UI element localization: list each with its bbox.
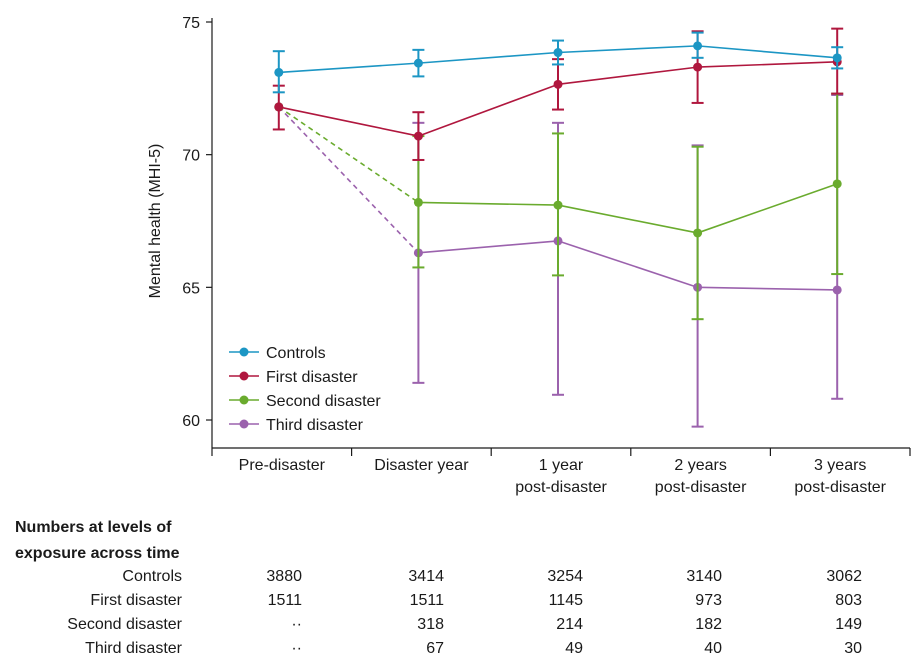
table-cell: 49 — [565, 640, 583, 657]
table-header: Numbers at levels of exposure across tim… — [15, 515, 205, 567]
data-point — [413, 58, 423, 68]
series-line-segment — [697, 45, 838, 59]
mental-health-chart: 60 65 70 75 Pre-disaster Disaster year 1 year p… — [147, 15, 911, 496]
table-cell: 3414 — [408, 568, 444, 585]
legend-swatch-marker — [239, 419, 249, 429]
table-row-label: Second disaster — [67, 616, 182, 633]
legend-item-controls: Controls — [229, 345, 326, 362]
data-point — [553, 200, 563, 210]
legend-swatch-marker — [239, 347, 249, 357]
x-tick-label: 2 years — [674, 457, 726, 474]
data-point — [413, 131, 423, 141]
series-second-disaster — [274, 92, 844, 321]
y-tick-label: 60 — [182, 413, 200, 430]
table-cell: 318 — [417, 616, 444, 633]
table-cell: 40 — [704, 640, 722, 657]
table-cell: ·· — [291, 640, 302, 657]
series-line-segment — [278, 62, 419, 74]
data-point — [832, 179, 842, 189]
x-tick-label: Pre-disaster — [239, 457, 326, 474]
legend-label: Controls — [266, 345, 326, 362]
data-point — [413, 197, 423, 207]
table-cell: 214 — [556, 616, 583, 633]
table-row-label: Third disaster — [85, 640, 182, 657]
series-line-segment — [418, 51, 559, 64]
table-cell: 30 — [844, 640, 862, 657]
legend-item-first-disaster: First disaster — [229, 369, 358, 386]
series-line-segment — [557, 204, 698, 234]
data-point — [274, 102, 284, 112]
series-line-segment — [418, 240, 559, 254]
data-point — [553, 48, 563, 58]
x-tick-label: post-disaster — [515, 479, 607, 496]
legend-label: First disaster — [266, 369, 358, 386]
data-point — [693, 228, 703, 238]
series-line-segment — [697, 183, 838, 234]
data-point — [832, 285, 842, 295]
x-tick-label: 3 years — [814, 457, 866, 474]
x-tick-label: post-disaster — [655, 479, 747, 496]
table-cell: 3880 — [266, 568, 302, 585]
series-line-segment — [557, 66, 698, 86]
table-header-line-2: exposure across time — [15, 545, 180, 562]
axes: 60 65 70 75 Pre-disaster Disaster year 1 year p… — [147, 15, 911, 496]
y-axis-title: Mental health (MHI-5) — [147, 144, 164, 299]
x-tick-label: Disaster year — [374, 457, 469, 474]
data-point — [832, 53, 842, 63]
series-controls — [272, 31, 844, 94]
series-line-segment — [557, 240, 698, 289]
legend-item-third-disaster: Third disaster — [229, 417, 364, 434]
series-line-segment — [278, 106, 419, 204]
y-tick-label: 65 — [182, 280, 200, 297]
series-line-segment — [278, 106, 419, 137]
table-cell: 149 — [835, 616, 862, 633]
table-cell: 973 — [695, 592, 722, 609]
table-cell: 67 — [426, 640, 444, 657]
data-point — [693, 41, 703, 51]
data-point — [693, 62, 703, 72]
table-header-line-1: Numbers at levels of — [15, 519, 172, 536]
legend-swatch-marker — [239, 371, 249, 381]
legend-label: Second disaster — [266, 393, 381, 410]
y-tick-label: 70 — [182, 148, 200, 165]
plot-area — [272, 27, 844, 428]
table-cell: 3254 — [547, 568, 583, 585]
table-cell: 3062 — [826, 568, 862, 585]
series-line-segment — [557, 45, 698, 54]
table-cell: 182 — [695, 616, 722, 633]
series-line-segment — [278, 106, 419, 254]
table-row-label: First disaster — [90, 592, 182, 609]
y-tick-label: 75 — [182, 15, 200, 32]
series-line-segment — [418, 201, 559, 206]
table-cell: 3140 — [686, 568, 722, 585]
legend-item-second-disaster: Second disaster — [229, 393, 381, 410]
series-line-segment — [697, 61, 838, 68]
legend: Controls First disaster Second disaster Thi… — [229, 345, 381, 434]
legend-label: Third disaster — [266, 417, 364, 434]
table-row-label: Controls — [122, 568, 182, 585]
table-cell: 1511 — [409, 592, 444, 609]
table-cell: 803 — [835, 592, 862, 609]
series-line-segment — [418, 83, 559, 137]
x-tick-label: 1 year — [539, 457, 584, 474]
series-line-segment — [697, 286, 838, 291]
data-point — [274, 67, 284, 77]
legend-swatch-marker — [239, 395, 249, 405]
data-point — [553, 79, 563, 89]
table-cell: 1145 — [548, 592, 583, 609]
table-cell: 1511 — [267, 592, 302, 609]
series-first-disaster — [272, 27, 844, 161]
x-tick-label: post-disaster — [794, 479, 886, 496]
table-cell: ·· — [291, 616, 302, 633]
